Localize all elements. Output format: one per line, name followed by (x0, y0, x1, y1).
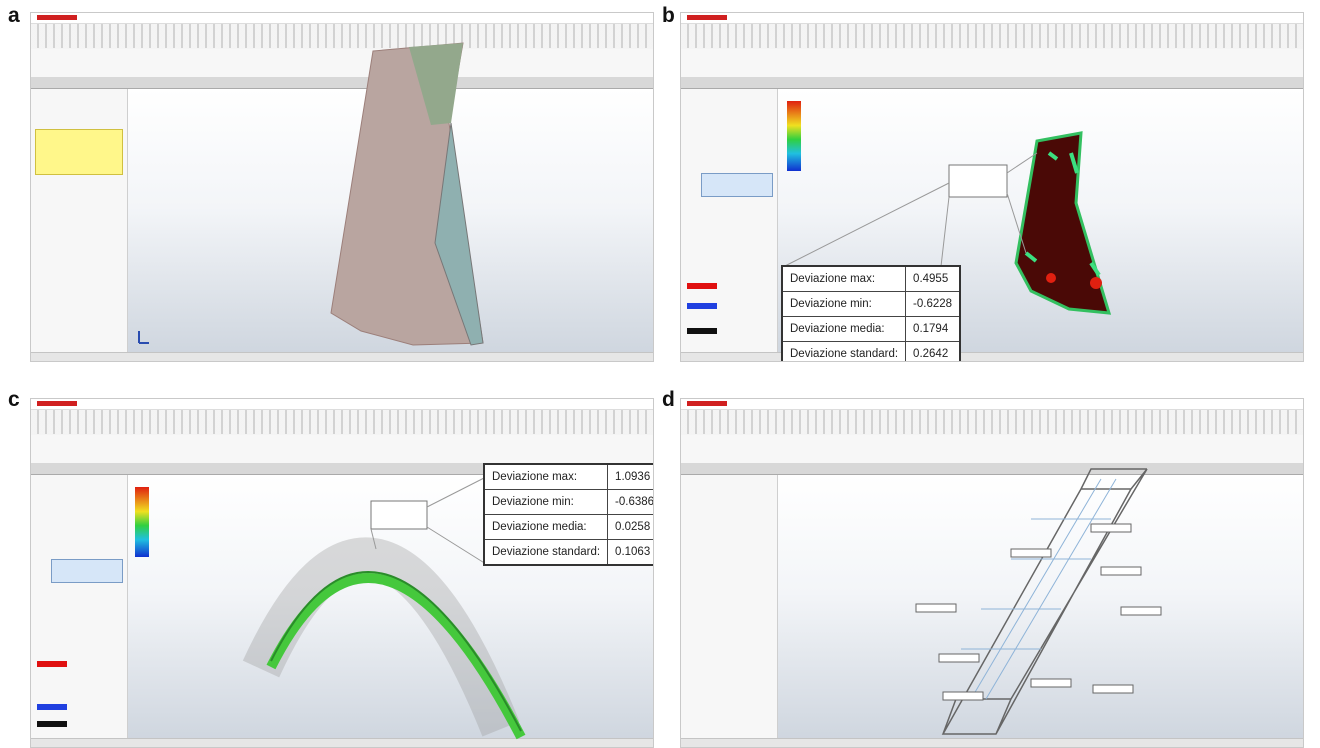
deviation-label: Deviazione max: (781, 265, 907, 292)
screenshot (680, 398, 1304, 748)
toolbar (31, 24, 653, 48)
status-bar (31, 352, 653, 361)
deviation-table: Deviazione max: 1.0936 Deviazione min: -0.6… (483, 463, 653, 566)
app-logo (37, 15, 77, 20)
part-face (434, 122, 484, 346)
part-body (1014, 131, 1112, 315)
callout-box (370, 500, 428, 530)
deviation-label: Deviazione standard: (781, 341, 907, 361)
deviation-label: Deviazione standard: (483, 539, 609, 566)
property-manager (31, 475, 128, 739)
table-row: Deviazione media: 0.0258 (483, 514, 653, 540)
legend-bar (787, 101, 801, 171)
panel-label: d (662, 388, 675, 411)
color-swatch (687, 303, 717, 309)
color-swatch (37, 721, 67, 727)
part-arch-edge (270, 571, 522, 732)
deviation-label: Deviazione min: (781, 291, 907, 317)
command-manager (681, 435, 1303, 464)
part-arch (266, 573, 526, 740)
color-swatch (37, 704, 67, 710)
dimension-label (938, 653, 980, 663)
callout-lines (780, 152, 1038, 354)
deviation-value: -0.6386 (607, 489, 653, 515)
screenshot: Deviazione max: 1.0936 Deviazione min: -0.6… (30, 398, 654, 748)
part-face (409, 43, 463, 125)
axis-icon (138, 331, 149, 344)
panel-label: c (8, 388, 20, 411)
tab-bar (681, 463, 1303, 475)
callout-lines (370, 476, 487, 565)
command-manager (31, 49, 653, 78)
table-row: Deviazione standard: 0.2642 (781, 341, 961, 361)
deviation-value: 0.2642 (905, 341, 961, 361)
selection-list (51, 559, 123, 583)
graphics-overlay (915, 468, 1162, 735)
deviation-table: Deviazione max: 0.4955 Deviazione min: -0.6… (781, 265, 962, 361)
title-bar (681, 399, 1303, 410)
message-box (35, 129, 123, 175)
table-row: Deviazione min: -0.6228 (781, 291, 961, 317)
wireframe-inner (961, 478, 1117, 700)
app-logo (687, 401, 727, 406)
deviation-label: Deviazione media: (483, 514, 609, 540)
color-swatch (687, 328, 717, 334)
property-manager (31, 89, 128, 353)
deviation-value: 0.0258 (607, 514, 653, 540)
table-row: Deviazione max: 0.4955 (781, 265, 961, 292)
title-bar (31, 399, 653, 410)
title-bar (681, 13, 1303, 24)
status-bar (681, 738, 1303, 747)
dimension-label (1100, 566, 1142, 576)
graphics-overlay (37, 476, 526, 740)
status-bar (681, 352, 1303, 361)
table-row: Deviazione standard: 0.1063 (483, 539, 653, 566)
deviation-spot (1090, 277, 1102, 289)
dimension-label (1090, 523, 1132, 533)
table-row: Deviazione min: -0.6386 (483, 489, 653, 515)
screenshot: Deviazione max: 0.4955 Deviazione min: -0.6… (680, 12, 1304, 362)
tab-bar (31, 77, 653, 89)
app-logo (37, 401, 77, 406)
table-row: Deviazione media: 0.1794 (781, 316, 961, 342)
color-swatch (687, 283, 717, 289)
deviation-label: Deviazione media: (781, 316, 907, 342)
callout-box (948, 164, 1008, 198)
deviation-spot (1046, 273, 1056, 283)
deviation-label: Deviazione max: (483, 463, 609, 490)
table-row: Deviazione max: 1.0936 (483, 463, 653, 490)
panel-label: a (8, 4, 20, 27)
title-bar (31, 13, 653, 24)
dimension-label (1010, 548, 1052, 558)
dimension-label (1030, 678, 1072, 688)
wireframe (941, 468, 1148, 735)
legend-bar (135, 487, 149, 557)
dimension-label (1120, 606, 1162, 616)
deviation-value: 0.1794 (905, 316, 961, 342)
deviation-value: -0.6228 (905, 291, 961, 317)
graphics-overlay (687, 101, 1112, 354)
dimension-label (942, 691, 984, 701)
toolbar (681, 24, 1303, 48)
deviation-spots (1024, 151, 1101, 277)
tab-bar (681, 77, 1303, 89)
color-swatch (37, 661, 67, 667)
selection-list (701, 173, 773, 197)
screenshot (30, 12, 654, 362)
app-logo (687, 15, 727, 20)
deviation-value: 0.1063 (607, 539, 653, 566)
deviation-value: 1.0936 (607, 463, 653, 490)
command-manager (681, 49, 1303, 78)
panel-label: b (662, 4, 675, 27)
graphics-overlay (138, 42, 484, 346)
toolbar (681, 410, 1303, 434)
dimension-label (915, 603, 957, 613)
toolbar (31, 410, 653, 434)
status-bar (31, 738, 653, 747)
property-manager (681, 475, 778, 739)
deviation-value: 0.4955 (905, 265, 961, 292)
dimension-label (1092, 684, 1134, 694)
deviation-label: Deviazione min: (483, 489, 609, 515)
